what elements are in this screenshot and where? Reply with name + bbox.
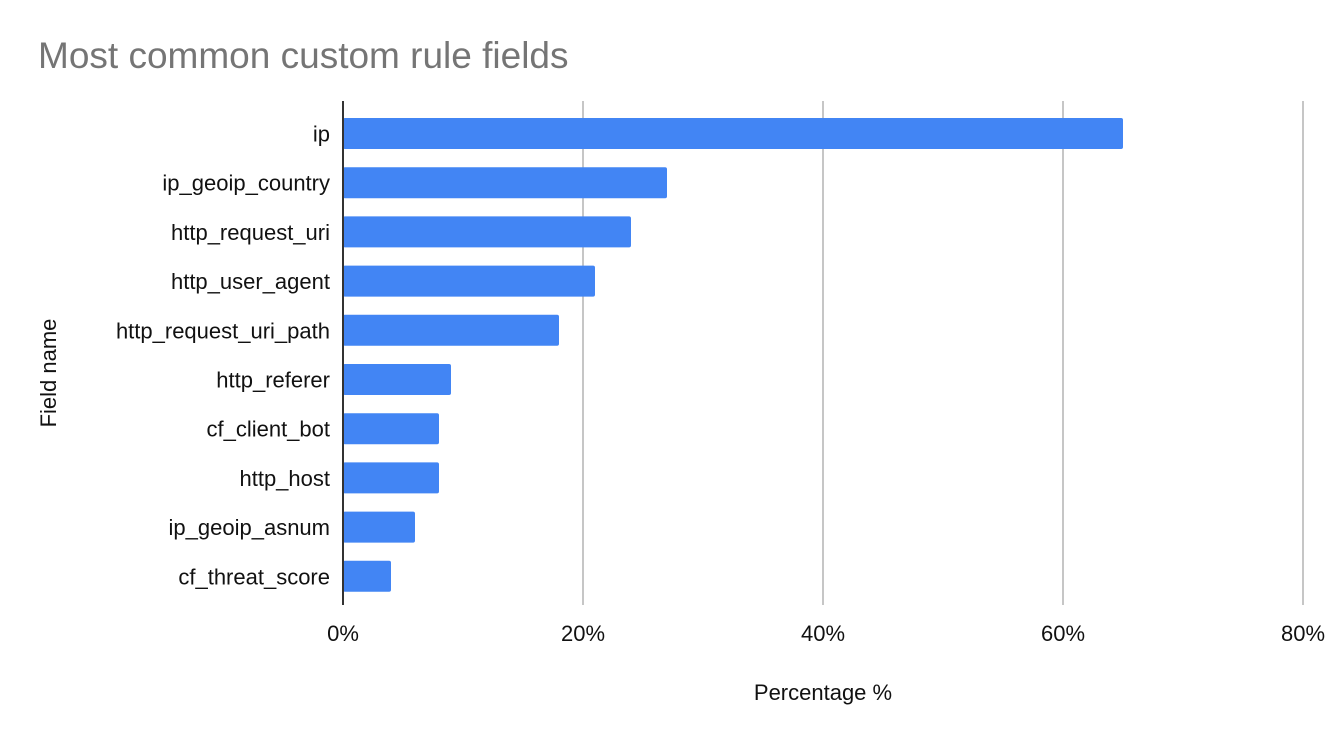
x-tick-label: 60% — [1041, 621, 1085, 646]
x-tick-labels: 0% 20% 40% 60% 80% — [327, 621, 1325, 646]
y-tick-labels: ip ip_geoip_country http_request_uri http_u… — [116, 122, 330, 590]
y-tick-label: cf_threat_score — [178, 564, 330, 589]
bar — [343, 560, 391, 592]
bar — [343, 511, 415, 543]
x-tick-label: 0% — [327, 621, 359, 646]
y-tick-label: http_request_uri_path — [116, 318, 330, 343]
x-axis-title: Percentage % — [754, 680, 892, 705]
y-tick-label: cf_client_bot — [206, 417, 330, 442]
bar — [343, 216, 631, 248]
y-tick-label: ip_geoip_country — [162, 171, 330, 196]
bar — [343, 462, 439, 494]
x-tick-label: 40% — [801, 621, 845, 646]
y-axis-title: Field name — [36, 319, 61, 428]
bar — [343, 167, 667, 199]
bars — [343, 118, 1123, 592]
y-tick-label: http_user_agent — [171, 269, 330, 294]
bar — [343, 265, 595, 297]
bar — [343, 364, 451, 395]
gridlines — [582, 101, 1304, 605]
y-tick-label: ip — [313, 122, 330, 147]
bar — [343, 413, 439, 445]
chart-title: Most common custom rule fields — [38, 35, 569, 76]
x-tick-label: 20% — [561, 621, 605, 646]
y-tick-label: http_referer — [216, 368, 330, 393]
bar — [343, 314, 559, 346]
bar — [343, 118, 1123, 149]
x-tick-label: 80% — [1281, 621, 1325, 646]
y-tick-label: ip_geoip_asnum — [169, 515, 330, 540]
y-tick-label: http_request_uri — [171, 220, 330, 245]
y-tick-label: http_host — [239, 466, 330, 491]
